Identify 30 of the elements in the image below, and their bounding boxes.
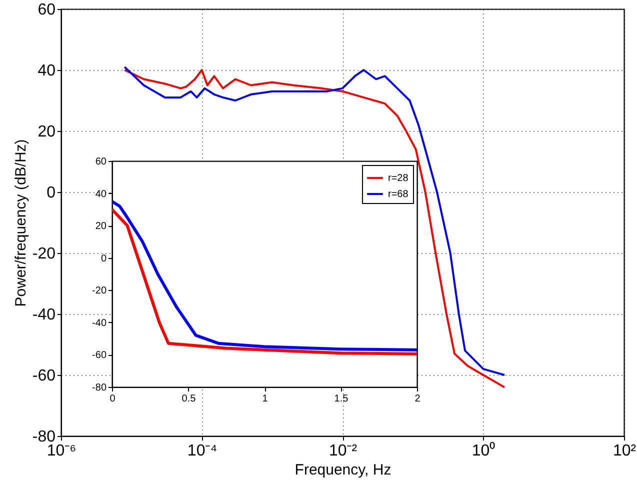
x-tick-label: 2	[414, 394, 421, 404]
y-tick-label: 60	[95, 156, 107, 168]
y-tick-label: -80	[32, 428, 56, 446]
y-tick-label: -60	[92, 350, 107, 362]
x-tick-label: 0	[110, 394, 116, 404]
x-tick-label: 10⁰	[472, 442, 496, 460]
x-tick-label: 10⁻⁴	[187, 442, 218, 460]
y-tick-label: -80	[92, 382, 107, 394]
y-tick-label: 0	[100, 253, 107, 264]
y-tick-label: -20	[32, 246, 56, 262]
x-axis-title: Frequency, Hz	[294, 462, 392, 478]
x-tick-label: 1.5	[334, 394, 349, 404]
y-tick-label: 40	[38, 62, 56, 80]
y-tick-label: 60	[38, 2, 56, 18]
x-tick-label: 1	[262, 394, 268, 404]
x-tick-label: 10⁻²	[328, 442, 358, 460]
legend-label: r=68	[388, 189, 409, 200]
y-tick-label: 40	[95, 188, 107, 200]
y-tick-label: -40	[32, 306, 56, 324]
legend-label: r=28	[388, 173, 409, 184]
x-tick-label: 10²	[612, 442, 637, 460]
y-tick-label: 20	[38, 124, 56, 140]
y-axis-title: Power/frequency (dB/Hz)	[12, 139, 30, 307]
y-tick-label: 0	[46, 184, 56, 202]
x-tick-label: 10⁻⁶	[46, 442, 76, 460]
y-tick-label: -40	[92, 318, 107, 329]
y-tick-label: 20	[95, 221, 107, 232]
y-tick-label: -20	[92, 286, 107, 297]
x-tick-label: 0.5	[182, 394, 196, 404]
y-tick-label: -60	[32, 368, 56, 384]
